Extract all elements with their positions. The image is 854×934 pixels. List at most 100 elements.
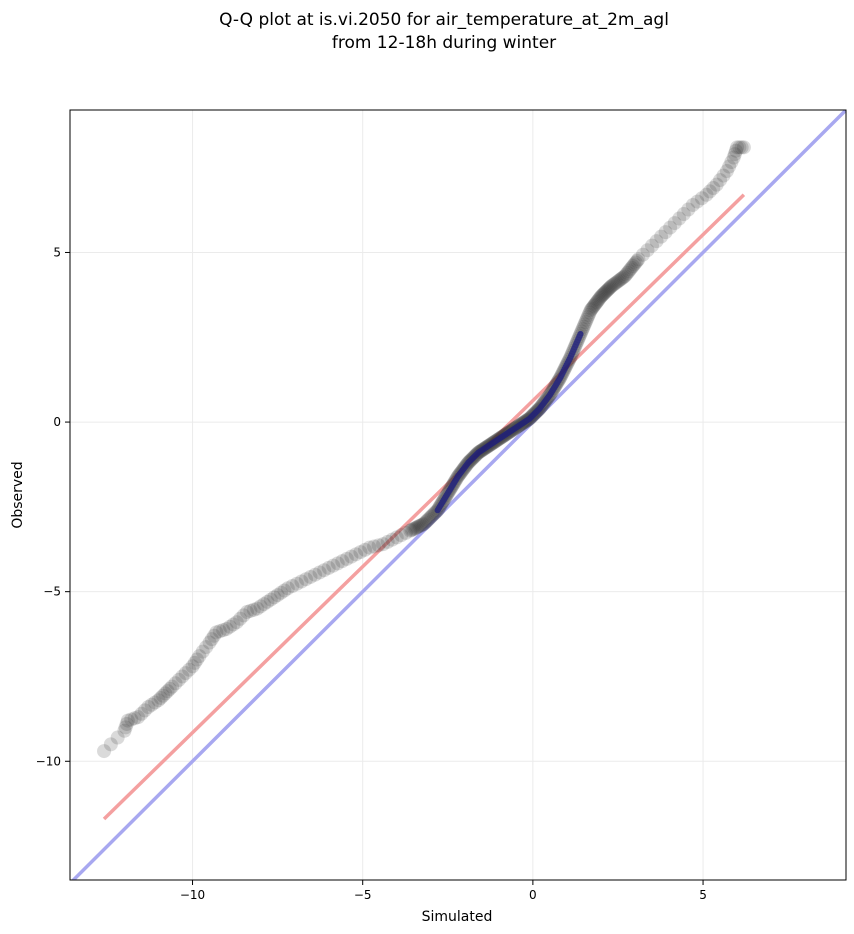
data-point — [702, 184, 717, 199]
data-point — [289, 576, 304, 591]
data-point — [728, 143, 743, 158]
data-point — [321, 560, 336, 575]
data-point — [178, 666, 193, 681]
data-point — [120, 713, 135, 728]
data-point — [243, 603, 258, 618]
data-point — [103, 737, 118, 752]
data-point — [335, 554, 350, 569]
data-point — [617, 269, 632, 284]
data-point — [658, 225, 673, 240]
data-point — [212, 624, 227, 639]
data-point — [599, 284, 614, 299]
data-point — [730, 140, 745, 155]
data-point — [253, 599, 268, 614]
data-point — [734, 140, 749, 155]
data-point — [588, 296, 603, 311]
data-point — [589, 294, 604, 309]
data-point — [631, 252, 646, 267]
data-point — [416, 516, 431, 531]
data-point — [398, 525, 413, 540]
data-point — [685, 197, 700, 212]
data-point — [187, 655, 202, 670]
data-point — [419, 514, 434, 529]
data-point — [298, 572, 313, 587]
data-point — [672, 211, 687, 226]
data-point — [580, 310, 595, 325]
data-point — [233, 611, 248, 626]
data-point — [412, 518, 427, 533]
data-point — [277, 583, 292, 598]
data-point — [97, 744, 112, 759]
data-point — [119, 716, 134, 731]
y-axis-ticks: −10 −5 0 5 — [36, 245, 70, 768]
data-point — [414, 518, 429, 533]
data-point — [280, 581, 295, 596]
data-point — [117, 723, 132, 738]
data-point — [579, 312, 594, 327]
data-point — [202, 635, 217, 650]
data-point — [380, 534, 395, 549]
data-point — [582, 305, 597, 320]
data-point — [624, 260, 639, 275]
y-tick-label: −5 — [43, 585, 61, 599]
y-tick-label: 0 — [53, 415, 61, 429]
data-point — [726, 150, 741, 165]
data-point — [118, 720, 133, 735]
data-point — [175, 669, 190, 684]
data-point — [606, 277, 621, 292]
data-point — [204, 632, 219, 647]
data-point — [421, 512, 436, 527]
x-tick-label: −5 — [354, 888, 372, 902]
data-point — [389, 530, 404, 545]
data-point — [326, 558, 341, 573]
data-point — [581, 307, 596, 322]
data-point — [625, 259, 640, 274]
data-point — [144, 697, 159, 712]
data-point — [713, 173, 728, 188]
data-point — [376, 537, 391, 552]
data-point — [593, 289, 608, 304]
data-point — [587, 297, 602, 312]
data-point — [732, 140, 747, 155]
data-point — [601, 282, 616, 297]
data-point — [344, 549, 359, 564]
data-point — [156, 688, 171, 703]
data-point — [362, 540, 377, 555]
y-tick-label: −10 — [36, 754, 61, 768]
data-point — [153, 690, 168, 705]
data-point — [615, 271, 630, 286]
data-point — [270, 588, 285, 603]
data-point — [124, 712, 139, 727]
data-point — [158, 686, 173, 701]
data-point — [137, 703, 152, 718]
data-point — [583, 303, 598, 318]
data-point — [131, 710, 146, 725]
data-point — [285, 579, 300, 594]
x-tick-label: −10 — [180, 888, 205, 902]
data-point — [165, 679, 180, 694]
data-point — [649, 234, 664, 249]
data-point — [216, 623, 231, 638]
data-point — [415, 517, 430, 532]
data-point — [394, 528, 409, 543]
x-axis-label: Simulated — [422, 909, 493, 925]
data-point — [408, 520, 423, 535]
data-point — [628, 255, 643, 270]
data-point — [403, 523, 418, 538]
x-tick-label: 0 — [529, 888, 537, 902]
data-point — [690, 194, 705, 209]
data-point — [621, 264, 636, 279]
data-point — [308, 567, 323, 582]
data-point — [199, 640, 214, 655]
data-point — [303, 569, 318, 584]
data-point — [127, 711, 142, 726]
data-point — [613, 272, 628, 287]
data-point — [160, 684, 175, 699]
data-point — [616, 270, 631, 285]
data-point — [576, 319, 591, 334]
data-point — [257, 597, 271, 612]
data-point — [591, 292, 606, 307]
data-point — [168, 676, 183, 691]
data-point — [604, 279, 619, 294]
data-point — [736, 140, 751, 155]
